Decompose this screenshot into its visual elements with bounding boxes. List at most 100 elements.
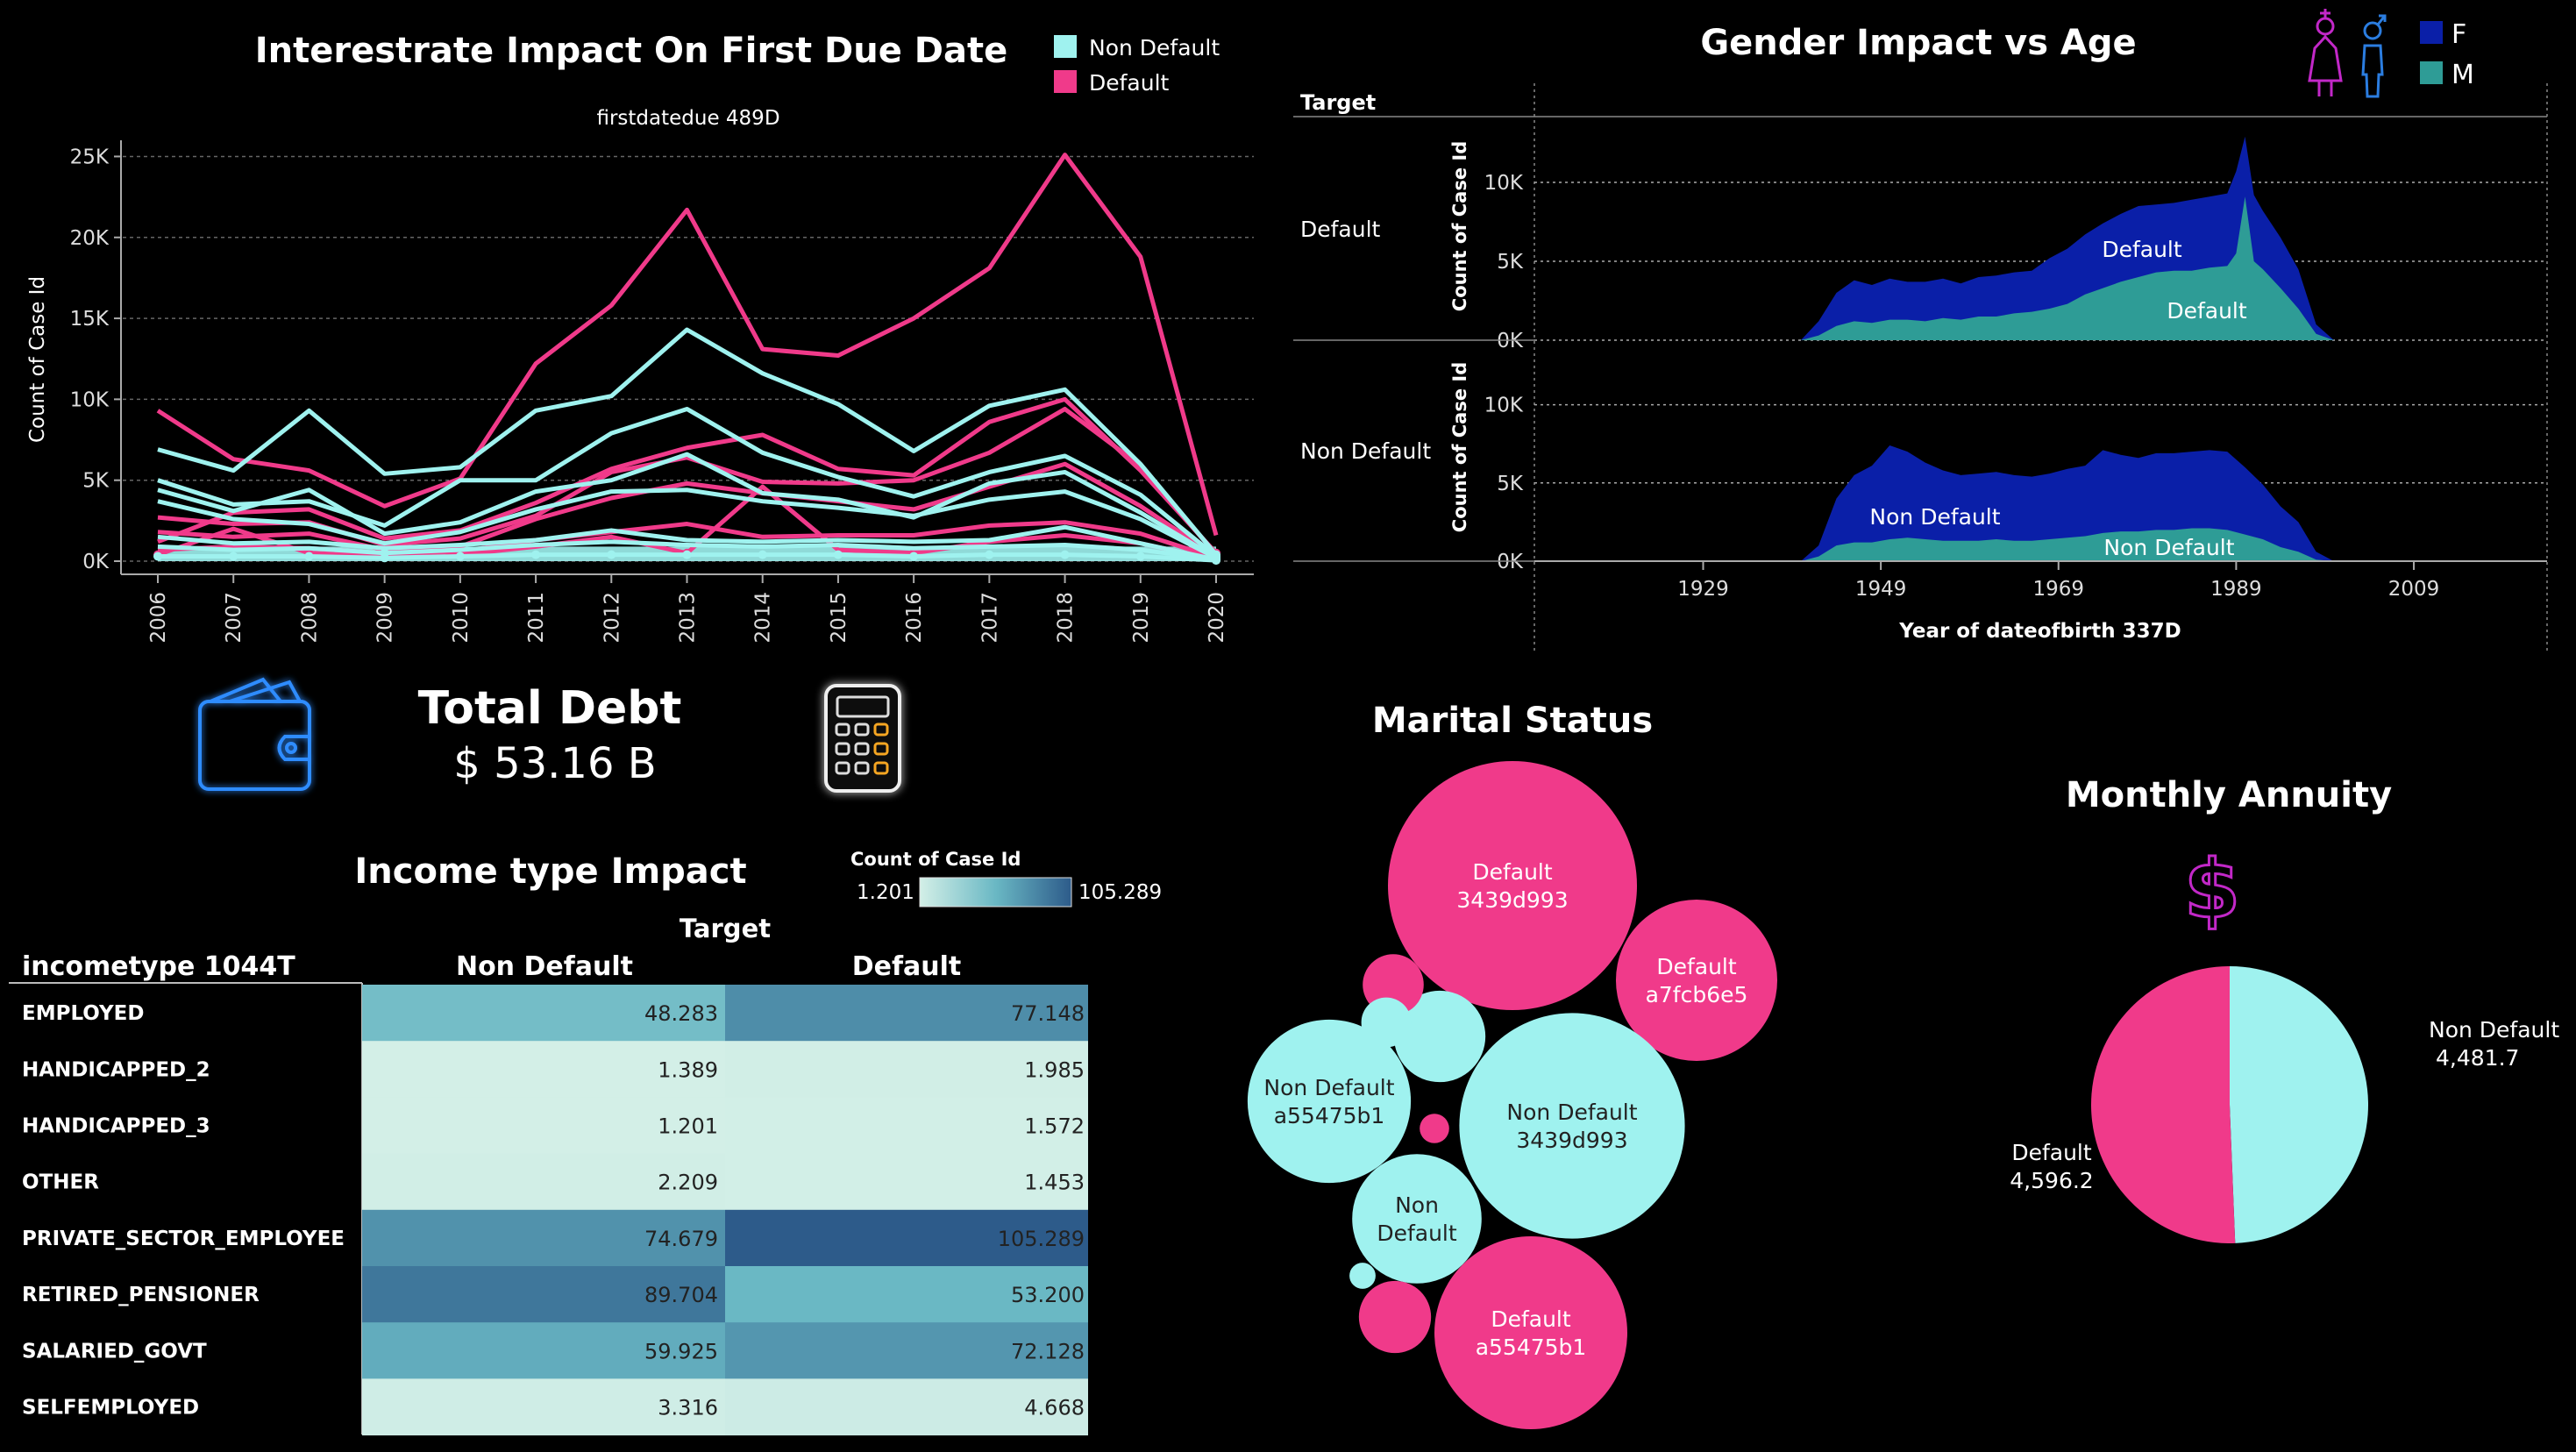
area-y-tick-label: 5K [1497,473,1524,495]
line-y-tick-label: 10K [70,388,110,411]
heatmap-cell-non-default [362,1266,725,1323]
area-x-tick-label: 1969 [2032,578,2084,601]
line-series-default [156,153,1219,537]
area-chart-title: Gender Impact vs Age [1700,23,2136,63]
pie-label-value: 4,596.2 [2010,1168,2093,1193]
line-x-tick-label: 2017 [978,592,1001,644]
bubble-non-default [1393,990,1486,1083]
area-male-non-default [1800,528,2334,561]
line-x-tick-label: 2019 [1130,592,1153,644]
area-label-female: Default [2102,237,2182,262]
female-icon [2308,9,2343,96]
male-icon [2361,14,2387,98]
heatmap-color-legend: Count of Case Id 1.201 105.289 [850,849,1162,908]
pie-slice-non-default [2230,966,2369,1243]
area-row-label-non-default: Non Default [1300,438,1431,464]
bubble-label: Non Default [1506,1100,1637,1125]
heatmap-cell-value: 4.668 [1024,1396,1085,1420]
legend-swatch-default [1054,70,1077,93]
bubble-label: Non Default [1263,1075,1394,1100]
line-point [1212,556,1220,566]
line-point [607,550,616,559]
total-debt-title: Total Debt [418,682,682,735]
heatmap-legend-min: 1.201 [857,881,914,904]
heatmap-cell-value: 105.289 [998,1227,1085,1251]
calculator-icon [824,684,901,793]
heatmap-cell-value: 1.201 [658,1114,718,1139]
heatmap-cell-non-default [362,1378,725,1436]
bubble-label: 3439d993 [1456,887,1568,913]
legend-label-m: M [2451,60,2474,90]
heatmap-row-label: RETIRED_PENSIONER [22,1284,260,1306]
line-y-tick-label: 20K [70,227,110,250]
line-x-tick-label: 2015 [828,592,850,644]
heatmap-cell-value: 89.704 [644,1283,718,1307]
line-series-default [157,396,1218,555]
line-series-non-default [157,488,1218,560]
line-series-non-default [157,327,1218,557]
area-chart-legend: F M [2420,19,2474,90]
heatmap-cell-value: 74.679 [644,1227,718,1251]
heatmap-legend-max: 105.289 [1078,881,1162,904]
line-point [833,550,843,559]
line-x-tick-label: 2007 [223,592,246,644]
heatmap-title: Income type Impact [354,851,746,892]
area-y-axis-label-bottom: Count of Case Id [1449,362,1470,532]
pie-label-name: Default [2011,1140,2092,1165]
heatmap-col-non-default: Non Default [456,951,633,982]
area-y-tick-label: 0K [1497,551,1524,573]
heatmap-cell-default [725,985,1088,1042]
heatmap-cell-value: 72.128 [1011,1339,1085,1363]
line-series-non-default [157,406,1218,559]
heatmap-cell-value: 1.572 [1024,1114,1085,1139]
line-point [682,550,692,559]
legend-swatch-f [2420,21,2443,44]
line-chart-y-axis-label: Count of Case Id [26,276,49,443]
heatmap-cell-value: 1.389 [658,1057,718,1082]
legend-swatch-non-default [1054,35,1077,58]
bubble-label: a55475b1 [1274,1103,1385,1128]
line-series-non-default [157,524,1217,562]
heatmap-legend-title: Count of Case Id [850,849,1021,870]
bubble-label: Non [1395,1192,1439,1218]
line-y-tick-label: 0K [82,551,110,573]
legend-label-default: Default [1089,70,1170,96]
heatmap-cell-non-default [362,1097,725,1155]
line-point [1060,550,1070,559]
svg-text:$: $ [2184,843,2240,936]
line-chart-title: Interestrate Impact On First Due Date [255,31,1007,71]
income-heatmap: Income type Impact Count of Case Id 1.20… [9,849,1162,1436]
bubble-label: 3439d993 [1516,1128,1627,1153]
heatmap-cell-value: 59.925 [644,1339,718,1363]
line-point [229,552,238,561]
bubble-label: Default [1656,954,1737,979]
heatmap-cell-default [725,1378,1088,1436]
area-label-male: Default [2167,298,2247,324]
legend-swatch-m [2420,61,2443,84]
area-x-axis-label: Year of dateofbirth 337D [1898,620,2181,643]
heatmap-row-label: PRIVATE_SECTOR_EMPLOYEE [22,1228,345,1250]
area-y-tick-label: 0K [1497,330,1524,352]
bubble-non-default [1247,1019,1412,1184]
bubble-chart-title: Marital Status [1372,701,1653,741]
bubble-non-default [1352,1154,1482,1284]
heatmap-row-label: SELFEMPLOYED [22,1397,199,1420]
bubble-label: Default [1472,859,1553,885]
dollar-icon: $ [2182,842,2241,938]
line-point [455,552,465,561]
area-x-tick-label: 1989 [2210,578,2262,601]
line-x-tick-label: 2018 [1055,592,1078,644]
bubble-default [1615,899,1778,1062]
heatmap-row-header: incometype 1044T [22,951,295,982]
area-label-male: Non Default [2103,535,2234,560]
heatmap-row-label: OTHER [22,1171,99,1194]
line-series-non-default [157,452,1218,560]
bubble-non-default [1349,1263,1376,1289]
heatmap-cell-value: 3.316 [658,1396,718,1420]
heatmap-cell-value: 48.283 [644,1001,718,1026]
line-point [153,552,162,561]
line-point [380,553,389,563]
line-point [909,552,919,561]
